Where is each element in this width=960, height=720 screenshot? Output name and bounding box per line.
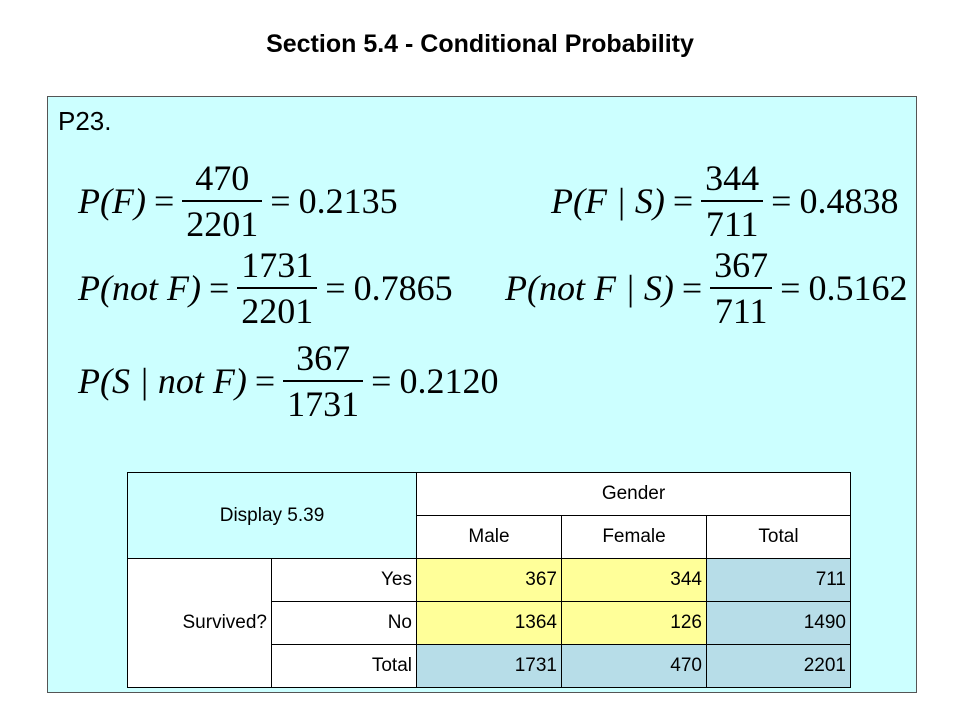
equation-p-f: P(F) = 470 2201 = 0.2135 xyxy=(78,160,398,242)
column-header: Male xyxy=(416,515,562,559)
equation-lhs: P(F) xyxy=(78,181,146,221)
equals-sign: = xyxy=(254,361,276,401)
column-header: Female xyxy=(561,515,707,559)
fraction-numerator: 470 xyxy=(195,158,250,198)
equals-sign: = xyxy=(208,268,230,308)
table-caption: Display 5.39 xyxy=(127,472,417,559)
equals-sign: = xyxy=(371,361,392,401)
table-row: No 1364 126 1490 xyxy=(128,601,851,645)
column-group-header: Gender xyxy=(416,472,851,516)
table-cell: 126 xyxy=(561,601,707,645)
slide-title: Section 5.4 - Conditional Probability xyxy=(266,30,694,58)
row-group-header: Survived? xyxy=(127,558,272,688)
table-cell: 470 xyxy=(561,644,707,688)
row-label: No xyxy=(271,601,417,645)
equals-sign: = xyxy=(153,181,175,221)
equals-sign: = xyxy=(771,181,792,221)
fraction-denominator: 2201 xyxy=(182,200,263,242)
fraction-numerator: 367 xyxy=(296,338,351,378)
row-label: Yes xyxy=(271,558,417,602)
table-row: Total 1731 470 2201 xyxy=(128,644,851,688)
table-cell: 1490 xyxy=(706,601,851,645)
problem-label: P23. xyxy=(58,106,112,136)
table-cell: 344 xyxy=(561,558,707,602)
table-row: Survived? Yes 367 344 711 xyxy=(127,558,851,688)
equation-result: 0.5162 xyxy=(808,268,908,308)
fraction: 470 2201 xyxy=(182,158,263,242)
equation-p-f-given-s: P(F | S) = 344 711 = 0.4838 xyxy=(551,160,898,242)
equation-lhs: P(not F | S) xyxy=(505,268,674,308)
equation-lhs: P(S | not F) xyxy=(78,361,247,401)
equation-lhs: P(F | S) xyxy=(551,181,665,221)
table-cell: 2201 xyxy=(706,644,851,688)
fraction: 1731 2201 xyxy=(237,245,318,329)
equation-p-not-f: P(not F) = 1731 2201 = 0.7865 xyxy=(78,247,453,329)
table-cell: 367 xyxy=(416,558,562,602)
equals-sign: = xyxy=(270,181,291,221)
table-header-row: Display 5.39 Gender xyxy=(127,472,851,559)
fraction: 367 711 xyxy=(710,245,773,329)
equation-result: 0.4838 xyxy=(799,181,899,221)
contingency-table: Display 5.39 Gender Male Female Total Su… xyxy=(127,472,851,688)
equation-result: 0.2120 xyxy=(399,361,499,401)
equation-p-not-f-given-s: P(not F | S) = 367 711 = 0.5162 xyxy=(505,247,907,329)
fraction-denominator: 1731 xyxy=(283,380,364,422)
equation-p-s-given-not-f: P(S | not F) = 367 1731 = 0.2120 xyxy=(78,340,498,422)
equals-sign: = xyxy=(780,268,801,308)
fraction-numerator: 1731 xyxy=(241,245,314,285)
fraction: 344 711 xyxy=(701,158,764,242)
table-header-row: Male Female Total xyxy=(128,515,851,559)
equation-result: 0.2135 xyxy=(298,181,398,221)
fraction-numerator: 344 xyxy=(705,158,760,198)
equals-sign: = xyxy=(672,181,694,221)
fraction-numerator: 367 xyxy=(714,245,769,285)
fraction-denominator: 2201 xyxy=(237,287,318,329)
table-cell: 1731 xyxy=(416,644,562,688)
equation-result: 0.7865 xyxy=(353,268,453,308)
fraction-denominator: 711 xyxy=(710,287,773,329)
equation-lhs: P(not F) xyxy=(78,268,201,308)
fraction: 367 1731 xyxy=(283,338,364,422)
equals-sign: = xyxy=(681,268,703,308)
column-header: Total xyxy=(706,515,851,559)
row-label: Total xyxy=(271,644,417,688)
table-cell: 1364 xyxy=(416,601,562,645)
table-cell: 711 xyxy=(706,558,851,602)
fraction-denominator: 711 xyxy=(701,200,764,242)
equals-sign: = xyxy=(325,268,346,308)
